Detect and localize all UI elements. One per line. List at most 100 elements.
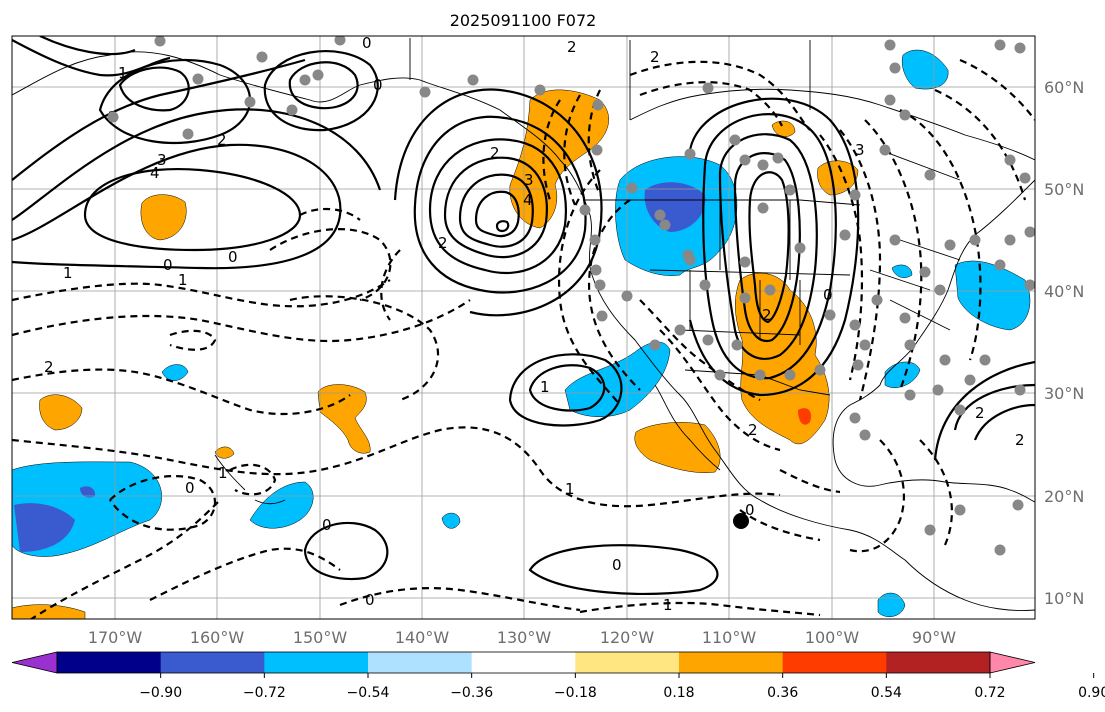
contour-label: 0 xyxy=(373,76,383,94)
contour-label: 0 xyxy=(322,516,332,534)
negative-anomaly-area xyxy=(249,481,314,529)
colorbar-tick-label: −0.54 xyxy=(347,685,390,701)
negative-anomaly-area xyxy=(954,260,1031,331)
positive-anomaly-area xyxy=(634,422,721,473)
lat-label: 10°N xyxy=(1044,589,1084,608)
colorbar-tick-label: −0.90 xyxy=(139,685,182,701)
station-dot xyxy=(579,204,591,216)
contour-label: 1 xyxy=(63,264,73,282)
station-dot xyxy=(757,159,769,171)
station-dot xyxy=(590,264,602,276)
colorbar-segment xyxy=(368,652,473,673)
station-dot xyxy=(334,36,346,46)
colorbar-tick-label: 0.54 xyxy=(871,685,902,701)
station-dot xyxy=(626,182,638,194)
station-dot xyxy=(621,290,633,302)
station-markers xyxy=(107,36,1035,556)
station-dot xyxy=(674,324,686,336)
contour-label: 0 xyxy=(612,556,622,574)
station-dot xyxy=(659,219,671,231)
longitude-labels: 170°W 160°W 150°W 140°W 130°W 120°W 110°… xyxy=(88,628,956,647)
station-dot xyxy=(312,69,324,81)
colorbar-frame xyxy=(56,651,991,674)
station-dot xyxy=(1004,154,1016,166)
station-dot xyxy=(919,266,931,278)
station-dot xyxy=(932,384,944,396)
station-dot xyxy=(684,148,696,160)
station-dot xyxy=(467,74,479,86)
station-dot xyxy=(969,234,981,246)
map-frame xyxy=(11,35,1036,620)
station-dot xyxy=(1004,234,1016,246)
station-dot xyxy=(924,524,936,536)
lon-label: 150°W xyxy=(293,628,348,647)
station-dot xyxy=(764,284,776,296)
station-dot xyxy=(1014,42,1026,54)
station-dot xyxy=(592,99,604,111)
station-dot xyxy=(784,369,796,381)
station-dot xyxy=(794,242,806,254)
station-dot xyxy=(589,234,601,246)
station-dot xyxy=(859,429,871,441)
lon-label: 110°W xyxy=(702,628,757,647)
contour-label: 4 xyxy=(523,191,533,209)
lon-label: 90°W xyxy=(912,628,956,647)
station-dot xyxy=(739,256,751,268)
contour-label: 4 xyxy=(150,164,160,182)
colorbar-segment xyxy=(886,652,991,673)
contour-label: 3 xyxy=(157,151,167,169)
map-title: 2025091100 F072 xyxy=(450,11,597,30)
contour-label: 2 xyxy=(438,234,448,252)
station-dot xyxy=(244,96,256,108)
station-dot xyxy=(757,202,769,214)
station-dot xyxy=(1019,172,1031,184)
contour-label: 1 xyxy=(218,464,228,482)
station-dot xyxy=(944,239,956,251)
colorbar-tick-label: 0.72 xyxy=(974,685,1005,701)
contour-label: 2 xyxy=(217,131,227,149)
colorbar-tick-label: 0.90 xyxy=(1078,685,1105,701)
colorbar-ticks: −0.90 −0.72 −0.54 −0.36 −0.18 0.18 0.36 0.54 0.7… xyxy=(139,673,1105,701)
center-marker xyxy=(733,513,749,529)
colorbar-tick-label: 0.18 xyxy=(663,685,694,701)
contour-label: 0 xyxy=(163,256,173,274)
colorbar-segment xyxy=(264,652,369,673)
station-dot xyxy=(714,369,726,381)
contour-label: 0 xyxy=(228,248,238,266)
positive-anomaly-area xyxy=(771,120,796,137)
station-dot xyxy=(824,309,836,321)
lon-label: 160°W xyxy=(190,628,245,647)
station-dot xyxy=(286,104,298,116)
positive-anomaly-area xyxy=(817,160,859,196)
station-dot xyxy=(839,229,851,241)
lat-label: 50°N xyxy=(1044,180,1084,199)
station-dot xyxy=(814,364,826,376)
station-dot xyxy=(904,339,916,351)
station-dot xyxy=(534,84,546,96)
station-dot xyxy=(994,544,1006,556)
station-dot xyxy=(256,51,268,63)
station-dot xyxy=(964,374,976,386)
contour-label: 1 xyxy=(565,480,575,498)
station-dot xyxy=(889,234,901,246)
contour-label: 2 xyxy=(748,421,758,439)
negative-anomaly-area xyxy=(901,49,949,90)
colorbar-extend-max xyxy=(989,651,1036,674)
contour-label: 0 xyxy=(185,479,195,497)
contour-label: 1 xyxy=(540,378,550,396)
contour-label: 1 xyxy=(663,596,673,614)
station-dot xyxy=(849,189,861,201)
station-dot xyxy=(879,144,891,156)
contour-label: 0 xyxy=(823,286,833,304)
station-dot xyxy=(299,74,311,86)
station-dot xyxy=(107,111,119,123)
station-dot xyxy=(591,144,603,156)
contour-label: 0 xyxy=(365,591,375,609)
station-dot xyxy=(772,152,784,164)
lon-label: 120°W xyxy=(600,628,655,647)
station-dot xyxy=(649,339,661,351)
colorbar-tick-label: 0.36 xyxy=(767,685,798,701)
station-dot xyxy=(889,62,901,74)
colorbar-segment xyxy=(782,652,887,673)
